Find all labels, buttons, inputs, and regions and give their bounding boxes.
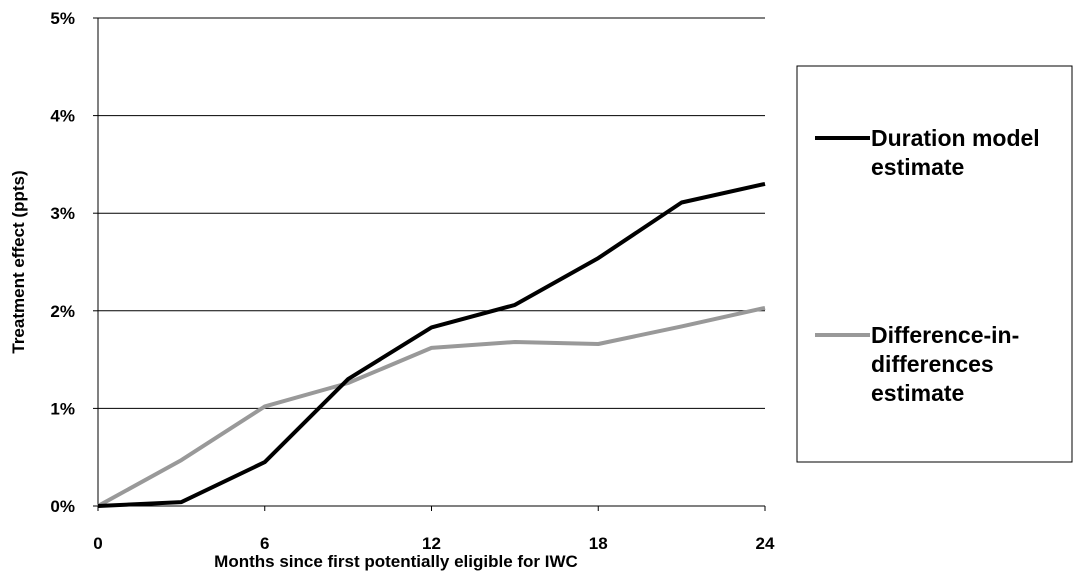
- x-tick-label-4: 24: [756, 534, 775, 553]
- y-tick-label-3: 3%: [50, 204, 75, 223]
- legend-label-0-line-0: Duration model: [871, 125, 1040, 151]
- y-tick-label-5: 5%: [50, 9, 75, 28]
- y-axis-title: Treatment effect (ppts): [9, 170, 28, 353]
- y-tick-label-2: 2%: [50, 302, 75, 321]
- x-tick-label-1: 6: [260, 534, 269, 553]
- x-tick-label-0: 0: [93, 534, 102, 553]
- tick-labels: 0% 1% 2% 3% 4% 5% 0 6 12 18 24: [50, 9, 775, 553]
- legend-label-1-line-1: differences: [871, 351, 994, 377]
- legend-label-1-line-0: Difference-in-: [871, 322, 1019, 348]
- legend-label-0-line-1: estimate: [871, 154, 964, 180]
- gridlines: [98, 17, 765, 409]
- series-line-0: [97, 181, 766, 508]
- y-tick-label-1: 1%: [50, 399, 75, 418]
- y-tick-label-0: 0%: [50, 497, 75, 516]
- legend-box: [796, 65, 1073, 463]
- series-lines: [97, 181, 766, 508]
- legend-label-1-line-2: estimate: [871, 380, 964, 406]
- axes: [93, 17, 766, 511]
- x-tick-label-2: 12: [422, 534, 441, 553]
- x-axis-title: Months since first potentially eligible …: [214, 552, 578, 571]
- legend: Duration model estimate Difference-in-diff…: [796, 65, 1073, 463]
- series-line-1: [97, 305, 766, 508]
- y-tick-label-4: 4%: [50, 107, 75, 126]
- x-tick-label-3: 18: [589, 534, 608, 553]
